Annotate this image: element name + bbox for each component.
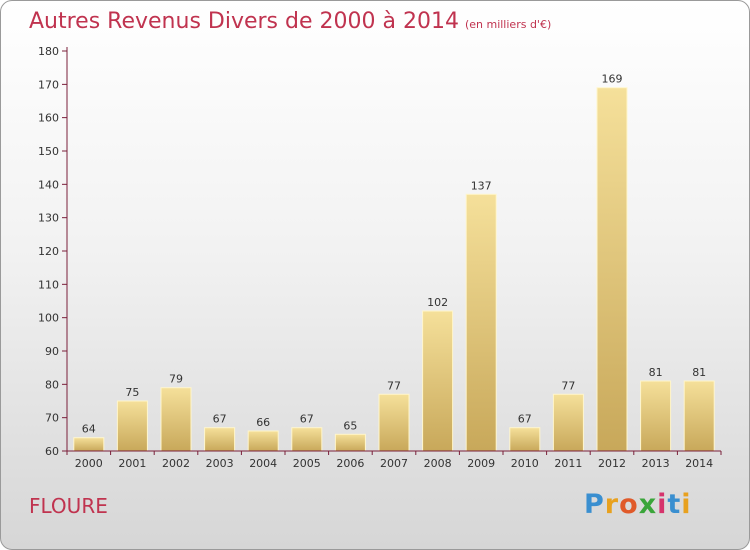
y-tick-label-80: 80 (45, 378, 59, 391)
logo-letter: i (681, 489, 692, 520)
logo-letter: x (638, 489, 658, 520)
x-tick-label-2007: 2007 (380, 457, 408, 470)
y-tick-label-180: 180 (38, 45, 59, 58)
bar-2010 (509, 427, 541, 452)
y-tick-label-110: 110 (38, 278, 59, 291)
bar-2004 (247, 430, 279, 452)
value-label-2007: 77 (387, 379, 401, 392)
x-tick-label-2008: 2008 (424, 457, 452, 470)
value-label-2000: 64 (82, 423, 96, 436)
bar-2007 (378, 393, 410, 452)
bar-2002 (160, 387, 192, 452)
value-label-2005: 67 (300, 413, 314, 426)
logo-letter: t (667, 489, 682, 520)
logo-letter: P (584, 489, 605, 520)
value-label-2006: 65 (343, 419, 357, 432)
bar-2008 (422, 310, 454, 452)
x-tick-label-2003: 2003 (206, 457, 234, 470)
chart-title-text: Autres Revenus Divers de 2000 à 2014 (29, 9, 459, 34)
x-tick-label-2010: 2010 (511, 457, 539, 470)
value-label-2008: 102 (427, 296, 448, 309)
y-tick-label-100: 100 (38, 312, 59, 325)
x-tick-label-2000: 2000 (75, 457, 103, 470)
y-tick-label-160: 160 (38, 112, 59, 125)
logo-letter: o (619, 489, 639, 520)
x-tick-label-2004: 2004 (249, 457, 277, 470)
x-tick-label-2005: 2005 (293, 457, 321, 470)
value-label-2009: 137 (471, 179, 492, 192)
logo-letter: r (604, 489, 620, 520)
bar-2001 (116, 400, 148, 452)
x-tick-label-2013: 2013 (642, 457, 670, 470)
x-tick-label-2002: 2002 (162, 457, 190, 470)
x-tick-label-2009: 2009 (467, 457, 495, 470)
value-label-2012: 169 (602, 73, 623, 86)
value-label-2014: 81 (692, 366, 706, 379)
y-tick-label-150: 150 (38, 145, 59, 158)
bar-2014 (683, 380, 715, 452)
bar-2012 (596, 87, 628, 452)
x-tick-label-2012: 2012 (598, 457, 626, 470)
value-label-2011: 77 (561, 379, 575, 392)
value-label-2002: 79 (169, 373, 183, 386)
x-tick-label-2001: 2001 (118, 457, 146, 470)
town-name: FLOURE (29, 494, 108, 518)
x-tick-label-2014: 2014 (685, 457, 713, 470)
chart-subtitle: (en milliers d'€) (464, 18, 552, 31)
logo-letter: i (657, 489, 668, 520)
bar-2006 (334, 433, 366, 452)
value-label-2010: 67 (518, 413, 532, 426)
x-tick-label-2006: 2006 (336, 457, 364, 470)
bar-2000 (73, 437, 105, 452)
value-label-2013: 81 (649, 366, 663, 379)
x-tick-label-2011: 2011 (554, 457, 582, 470)
y-tick-label-120: 120 (38, 245, 59, 258)
bar-2003 (204, 427, 236, 452)
y-tick-label-140: 140 (38, 178, 59, 191)
y-tick-label-130: 130 (38, 212, 59, 225)
y-tick-label-70: 70 (45, 412, 59, 425)
value-label-2004: 66 (256, 416, 270, 429)
bar-2005 (291, 427, 323, 452)
y-tick-label-170: 170 (38, 78, 59, 91)
bar-2011 (552, 393, 584, 452)
bar-2013 (640, 380, 672, 452)
proxiti-logo: Proxiti (584, 489, 692, 520)
value-label-2003: 67 (213, 413, 227, 426)
y-tick-label-90: 90 (45, 345, 59, 358)
y-tick-label-60: 60 (45, 445, 59, 458)
bar-2009 (465, 193, 497, 452)
chart-title: Autres Revenus Divers de 2000 à 2014 (en … (29, 9, 551, 34)
value-label-2001: 75 (125, 386, 139, 399)
